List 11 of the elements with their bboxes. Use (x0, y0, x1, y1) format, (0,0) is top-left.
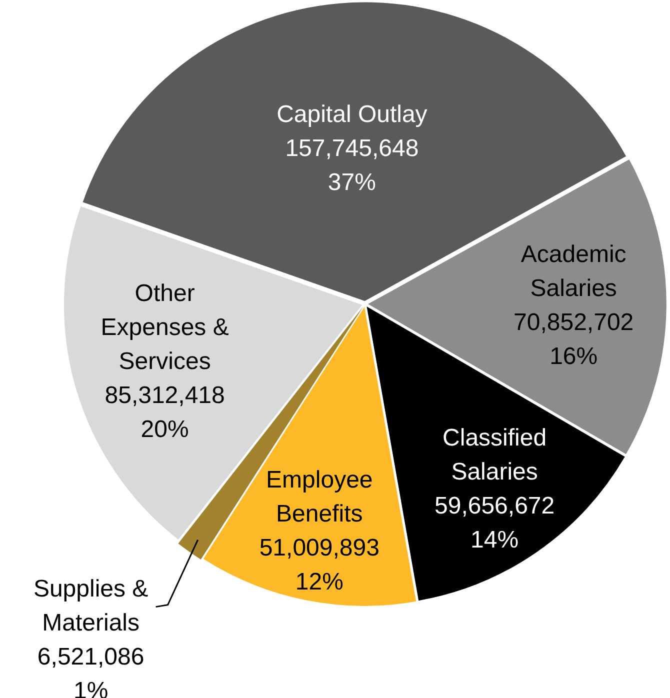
slice-label: Academic Salaries (520, 240, 626, 302)
slice-label: Other Expenses & Services (100, 280, 229, 376)
data-label: 85,312,418 20% (104, 382, 225, 444)
data-label: 59,656,672 14% (434, 492, 555, 554)
slice-label: Supplies & Materials (33, 575, 148, 636)
slice-label: Employee Benefits (266, 466, 373, 528)
slice-label: Capital Outlay (276, 101, 428, 128)
data-label: 157,745,648 37% (285, 135, 419, 196)
data-label: 51,009,893 12% (259, 534, 380, 596)
slice-label: Classified Salaries (442, 424, 547, 486)
data-label: 70,852,702 16% (514, 308, 634, 370)
